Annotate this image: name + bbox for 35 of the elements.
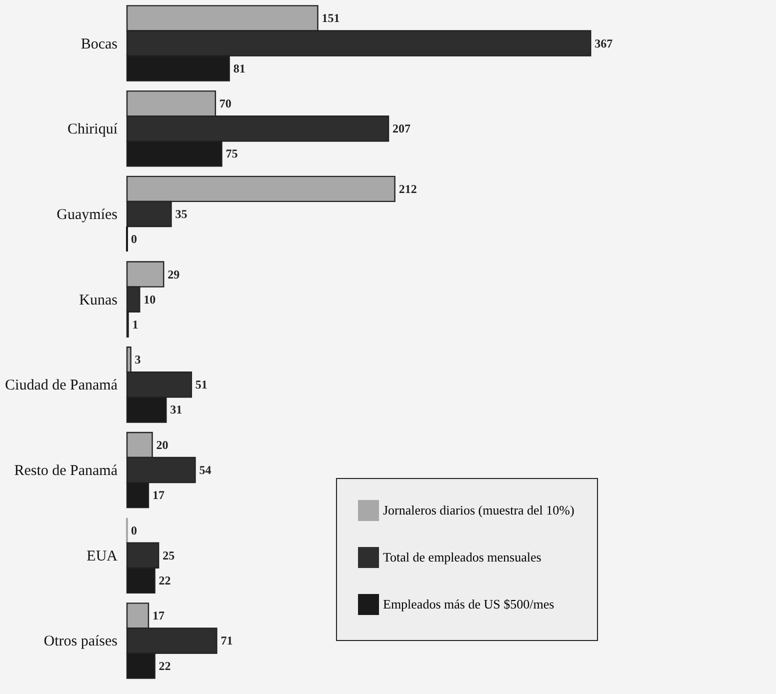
data-label: 367 [594, 36, 613, 50]
data-label: 31 [170, 402, 182, 417]
data-label: 54 [199, 463, 212, 478]
data-label: 20 [156, 438, 168, 452]
y-tick-label: Chiriquí [67, 122, 118, 138]
data-label: 3 [134, 352, 141, 367]
y-tick-label: Otros países [44, 634, 118, 650]
legend-label: Jornaleros diarios (muestra del 10%) [383, 502, 574, 518]
y-tick-label: Resto de Panamá [14, 463, 118, 480]
y-tick-label: Guaymíes [56, 206, 118, 223]
y-tick-label: EUA [86, 548, 118, 564]
data-label: 29 [168, 267, 180, 282]
data-label: 51 [195, 378, 208, 392]
data-label: 75 [226, 146, 238, 161]
data-label: 10 [144, 292, 156, 306]
data-label: 151 [322, 11, 340, 26]
data-label: 1 [132, 317, 138, 332]
legend-label: Empleados más de US $500/mes [383, 596, 554, 612]
data-label: 25 [162, 548, 175, 562]
data-label: 70 [219, 96, 232, 111]
y-tick-label: Bocas [80, 36, 118, 52]
data-label: 17 [152, 608, 164, 623]
data-label: 71 [220, 634, 233, 648]
y-tick-label: Kunas [79, 292, 118, 308]
data-label: 17 [152, 488, 164, 502]
data-label: 207 [392, 122, 411, 136]
data-label: 0 [131, 523, 137, 538]
data-label: 81 [233, 61, 246, 76]
data-label: 35 [175, 206, 188, 221]
data-label: 212 [398, 182, 417, 196]
data-label: 22 [158, 658, 171, 673]
data-label: 22 [158, 573, 171, 588]
data-label: 0 [131, 232, 137, 246]
legend-label: Total de empleados mensuales [383, 550, 542, 564]
y-tick-label: Ciudad de Panamá [5, 378, 118, 394]
